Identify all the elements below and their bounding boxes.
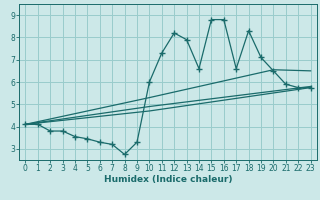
X-axis label: Humidex (Indice chaleur): Humidex (Indice chaleur) — [104, 175, 232, 184]
